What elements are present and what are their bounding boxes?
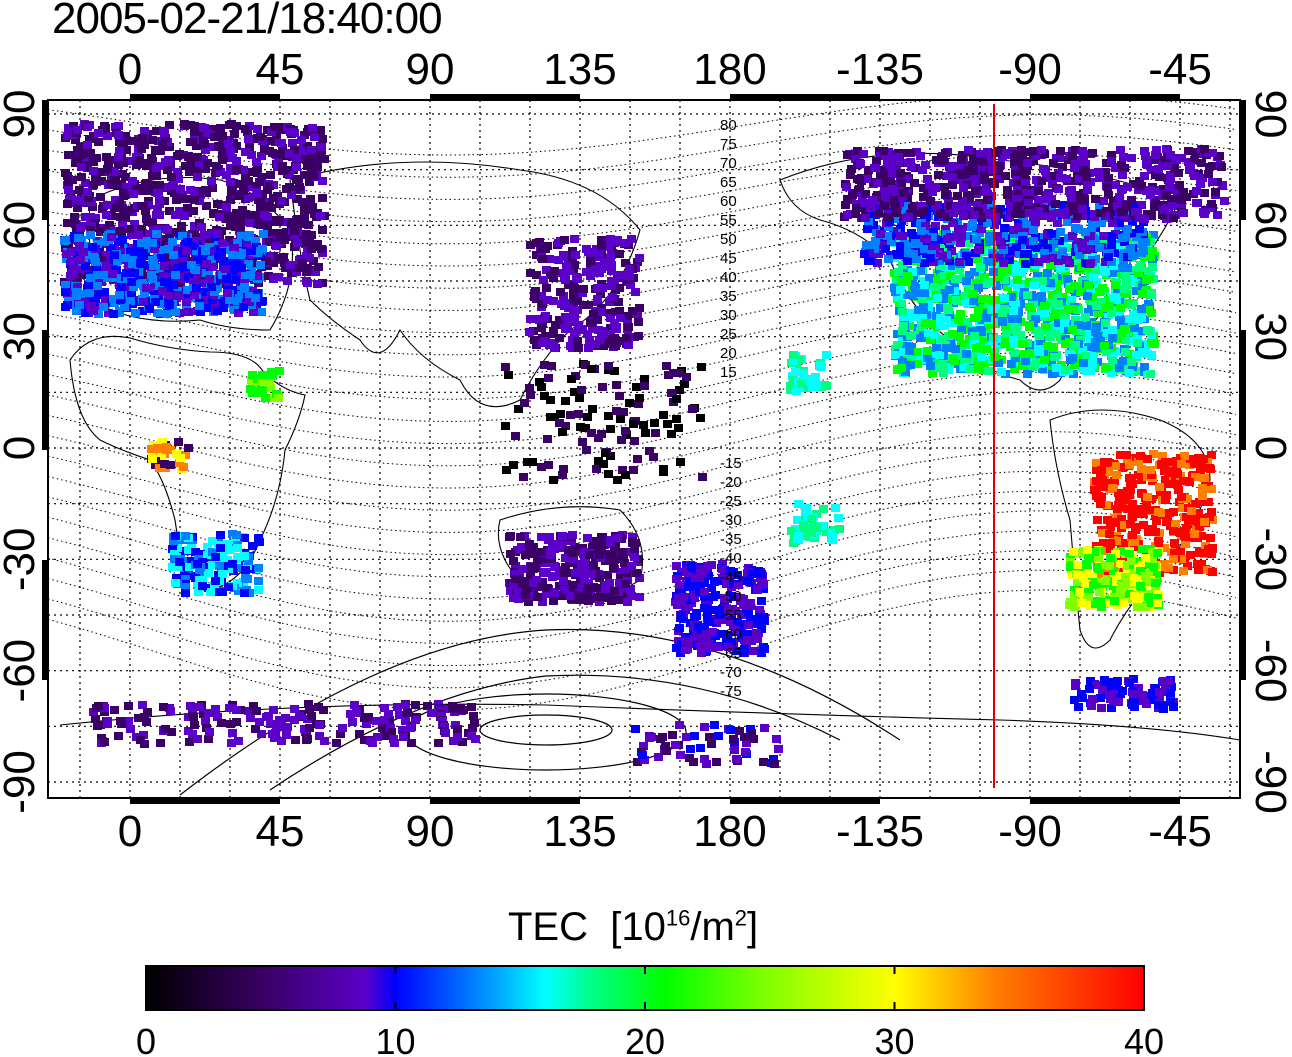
contour-label: -25	[720, 493, 742, 510]
bottom-lon-tick: 0	[118, 807, 142, 856]
top-lon-tick: -45	[1148, 45, 1212, 94]
graticule	[48, 100, 1240, 798]
bottom-lon-tick: -135	[836, 807, 924, 856]
right-lat-tick: -30	[1246, 528, 1292, 592]
contour-label: 20	[720, 345, 737, 362]
contour-label: 15	[720, 364, 737, 381]
right-lat-tick: 0	[1246, 436, 1292, 460]
left-lat-tick: -90	[0, 750, 44, 814]
right-lat-tick: 90	[1246, 90, 1292, 139]
contour-label: -50	[720, 588, 742, 605]
top-lon-tick: -135	[836, 45, 924, 94]
contour-label: 30	[720, 307, 737, 324]
colorbar-ticks: 0 10 20 30 40	[136, 966, 1164, 1057]
contour-label: -65	[720, 645, 742, 662]
contour-label: 65	[720, 174, 737, 191]
contour-label: 60	[720, 193, 737, 210]
contour-label: 40	[720, 269, 737, 286]
bottom-lon-tick: 90	[406, 807, 455, 856]
map-frame	[42, 94, 1246, 804]
right-lat-tick: 60	[1246, 201, 1292, 250]
bottom-lon-tick: -45	[1148, 807, 1212, 856]
contour-label: -55	[720, 607, 742, 624]
left-lat-tick: 30	[0, 312, 44, 361]
contour-label: 50	[720, 231, 737, 248]
left-lat-tick: 0	[0, 436, 44, 460]
colorbar-label: TEC [1016/m2]	[508, 905, 759, 949]
right-latitude-ticks: 90 60 30 0 -30 -60 -90	[1246, 90, 1292, 814]
top-lon-tick: -90	[998, 45, 1062, 94]
bottom-lon-tick: -90	[998, 807, 1062, 856]
contour-label: 55	[720, 212, 737, 229]
africa-coast	[69, 335, 306, 591]
tec-observations	[60, 120, 1229, 768]
colorbar-tick-label: 20	[625, 1021, 665, 1057]
top-lon-tick: 135	[543, 45, 616, 94]
contour-labels: 80 75 70 65 60 55 50 45 40 35 30 25 20 15 -15 -20 -25 -30…	[720, 117, 742, 700]
top-lon-tick: 180	[693, 45, 766, 94]
contour-label: 35	[720, 288, 737, 305]
right-lat-tick: 30	[1246, 312, 1292, 361]
colorbar-tick-label: 40	[1124, 1021, 1164, 1057]
contour-label: 45	[720, 250, 737, 267]
contour-label: 80	[720, 117, 737, 134]
bottom-longitude-ticks: 0 45 90 135 180 -135 -90 -45	[118, 807, 1212, 856]
contour-label: 25	[720, 326, 737, 343]
colorbar-tick-label: 10	[375, 1021, 415, 1057]
colorbar-tick-label: 30	[874, 1021, 914, 1057]
contour-label: -45	[720, 569, 742, 586]
top-lon-tick: 45	[256, 45, 305, 94]
left-lat-tick: -30	[0, 528, 44, 592]
contour-label: 75	[720, 136, 737, 153]
left-latitude-ticks: 90 60 30 0 -30 -60 -90	[0, 90, 44, 814]
contour-label: -20	[720, 474, 742, 491]
left-lat-tick: -60	[0, 639, 44, 703]
contour-label: -35	[720, 531, 742, 548]
left-lat-tick: 90	[0, 90, 44, 139]
contour-label: -75	[720, 683, 742, 700]
top-longitude-ticks: 0 45 90 135 180 -135 -90 -45	[118, 45, 1212, 94]
contour-label: -40	[720, 550, 742, 567]
contour-label: 70	[720, 155, 737, 172]
right-lat-tick: -90	[1246, 750, 1292, 814]
contour-label: -70	[720, 664, 742, 681]
contour-label: -60	[720, 626, 742, 643]
timestamp-title: 2005-02-21/18:40:00	[52, 0, 443, 43]
colorbar-tick-label: 0	[136, 1021, 156, 1057]
top-lon-tick: 0	[118, 45, 142, 94]
top-lon-tick: 90	[406, 45, 455, 94]
bottom-lon-tick: 180	[693, 807, 766, 856]
right-lat-tick: -60	[1246, 639, 1292, 703]
bottom-lon-tick: 135	[543, 807, 616, 856]
axis-bars	[42, 94, 1246, 804]
contour-label: -30	[720, 512, 742, 529]
contour-label: -15	[720, 455, 742, 472]
bottom-lon-tick: 45	[256, 807, 305, 856]
colorbar: 0 10 20 30 40	[136, 965, 1164, 1057]
left-lat-tick: 60	[0, 201, 44, 250]
